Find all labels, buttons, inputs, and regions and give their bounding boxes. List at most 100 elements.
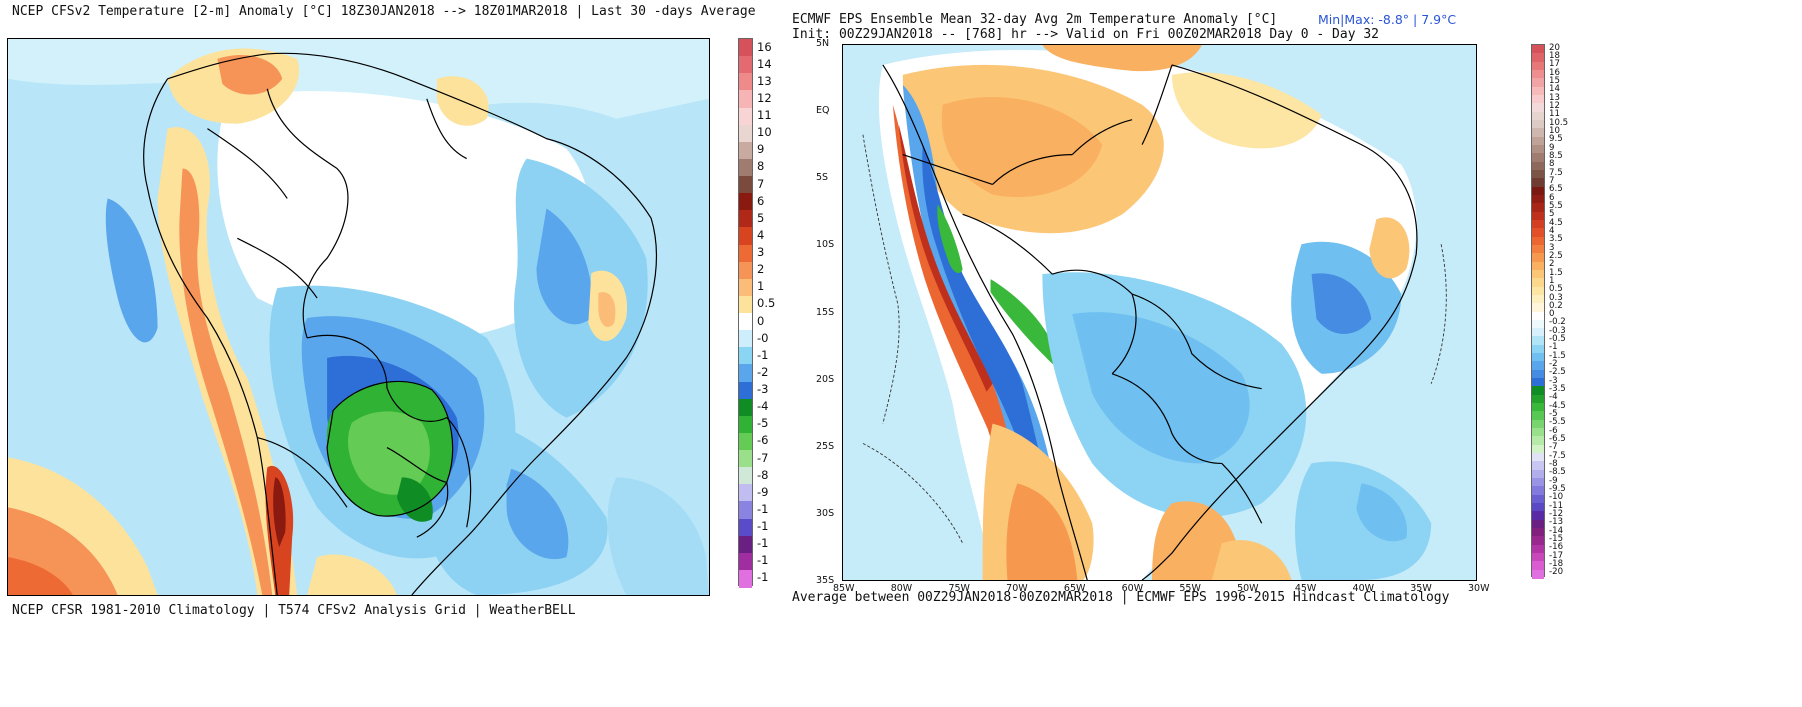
colorbar-swatch bbox=[1532, 311, 1544, 321]
colorbar-label: -17 bbox=[1549, 550, 1564, 561]
colorbar-swatch bbox=[739, 278, 752, 297]
colorbar-swatch bbox=[1532, 428, 1544, 437]
colorbar-swatch bbox=[739, 261, 752, 280]
colorbar-swatch bbox=[1532, 361, 1544, 371]
colorbar-swatch bbox=[739, 141, 752, 160]
colorbar-swatch bbox=[1532, 236, 1544, 246]
colorbar-swatch bbox=[739, 381, 752, 400]
colorbar-swatch bbox=[739, 569, 752, 588]
colorbar-swatch bbox=[739, 73, 752, 91]
colorbar-swatch bbox=[1532, 194, 1544, 204]
colorbar-swatch bbox=[1532, 228, 1544, 238]
colorbar-swatch bbox=[1532, 453, 1544, 462]
colorbar-swatch bbox=[1532, 269, 1544, 279]
colorbar-swatch bbox=[1532, 211, 1544, 221]
colorbar-swatch bbox=[1532, 436, 1544, 446]
colorbar-swatch bbox=[1532, 261, 1544, 271]
colorbar-label: -12 bbox=[1549, 509, 1564, 520]
colorbar-swatch bbox=[1532, 111, 1544, 121]
colorbar-swatch bbox=[1532, 94, 1544, 104]
colorbar-swatch bbox=[1532, 253, 1544, 263]
colorbar-swatch bbox=[1532, 328, 1544, 337]
colorbar-swatch bbox=[1532, 244, 1544, 254]
colorbar-label: -2.5 bbox=[1549, 367, 1566, 378]
colorbar-label: -1 bbox=[757, 519, 769, 534]
colorbar-label: 8 bbox=[757, 159, 765, 174]
colorbar-label: -0.2 bbox=[1549, 317, 1566, 328]
colorbar-swatch bbox=[1532, 136, 1544, 146]
colorbar-label: 3 bbox=[757, 245, 765, 260]
colorbar-swatch bbox=[739, 244, 752, 263]
colorbar-label: 5.5 bbox=[1549, 200, 1563, 211]
colorbar-swatch bbox=[739, 313, 752, 331]
colorbar-swatch bbox=[739, 176, 752, 194]
colorbar-swatch bbox=[739, 432, 752, 451]
longitude-tick-label: 85W bbox=[833, 583, 855, 594]
latitude-tick-label: 10S bbox=[816, 239, 835, 251]
colorbar-swatch bbox=[1532, 486, 1544, 496]
right-anomaly-map bbox=[842, 44, 1477, 581]
colorbar-swatch bbox=[1532, 536, 1544, 546]
colorbar-swatch bbox=[1532, 178, 1544, 188]
colorbar-label: 3.5 bbox=[1549, 234, 1563, 245]
colorbar-swatch bbox=[1532, 394, 1544, 404]
colorbar-label: 13 bbox=[1549, 92, 1560, 103]
colorbar-swatch bbox=[1532, 186, 1544, 196]
colorbar-label: 16 bbox=[1549, 67, 1560, 78]
colorbar-swatch bbox=[739, 535, 752, 554]
longitude-tick-label: 45W bbox=[1294, 583, 1317, 594]
colorbar-swatch bbox=[739, 552, 752, 571]
colorbar-label: -1 bbox=[757, 347, 769, 362]
colorbar-swatch bbox=[739, 193, 752, 211]
colorbar-label: -0.3 bbox=[1549, 325, 1566, 336]
longitude-tick-label: 65W bbox=[1063, 583, 1086, 594]
right-minmax-readout: Min|Max: -8.8° | 7.9°C bbox=[1318, 12, 1457, 27]
colorbar-label: 9 bbox=[757, 142, 765, 157]
colorbar-swatch bbox=[1532, 203, 1544, 213]
colorbar-swatch bbox=[1532, 219, 1544, 229]
colorbar-swatch bbox=[1532, 278, 1544, 288]
colorbar-swatch bbox=[1532, 519, 1544, 529]
colorbar-label: -8 bbox=[1549, 459, 1558, 470]
colorbar-label: 2.5 bbox=[1549, 250, 1563, 261]
colorbar-label: -7 bbox=[1549, 442, 1558, 453]
colorbar-label: -4 bbox=[757, 399, 769, 414]
colorbar-swatch bbox=[739, 107, 752, 126]
colorbar-swatch bbox=[1532, 569, 1544, 579]
colorbar-swatch bbox=[1532, 128, 1544, 138]
colorbar-label: -7.5 bbox=[1549, 450, 1566, 461]
colorbar-swatch bbox=[1532, 53, 1544, 63]
colorbar-label: 13 bbox=[757, 73, 772, 88]
colorbar-swatch bbox=[739, 210, 752, 228]
colorbar-label: 4.5 bbox=[1549, 217, 1563, 228]
colorbar-label: -3 bbox=[1549, 375, 1558, 386]
colorbar-label: -4.5 bbox=[1549, 400, 1566, 411]
colorbar-label: -2 bbox=[757, 364, 769, 379]
colorbar-swatch bbox=[1532, 553, 1544, 562]
colorbar-label: -16 bbox=[1549, 542, 1564, 553]
colorbar-label: -8 bbox=[757, 467, 769, 482]
colorbar-label: 9 bbox=[1549, 142, 1555, 153]
colorbar-swatch bbox=[1532, 69, 1544, 79]
colorbar-swatch bbox=[1532, 119, 1544, 129]
latitude-tick-label: 5N bbox=[816, 38, 830, 49]
colorbar-label: -3 bbox=[757, 382, 769, 397]
colorbar-swatch bbox=[1532, 503, 1544, 512]
colorbar-label: 20 bbox=[1549, 42, 1560, 53]
colorbar-swatch bbox=[1532, 319, 1544, 329]
colorbar-label: 1 bbox=[1549, 275, 1555, 286]
colorbar-label: 10 bbox=[1549, 125, 1560, 136]
colorbar-label: -10 bbox=[1549, 492, 1564, 503]
colorbar-label: -7 bbox=[757, 450, 769, 465]
colorbar-swatch bbox=[1532, 353, 1544, 362]
colorbar-label: 0.2 bbox=[1549, 300, 1563, 311]
colorbar-label: -1 bbox=[757, 553, 769, 568]
colorbar-label: -0.5 bbox=[1549, 334, 1566, 345]
colorbar-label: 12 bbox=[1549, 100, 1560, 111]
colorbar-label: 7 bbox=[757, 176, 765, 191]
colorbar-swatch bbox=[1532, 286, 1544, 296]
left-map-title: NCEP CFSv2 Temperature [2-m] Anomaly [°C… bbox=[12, 4, 756, 19]
colorbar-swatch bbox=[1532, 478, 1544, 487]
colorbar-label: -20 bbox=[1549, 567, 1564, 578]
colorbar-swatch bbox=[1532, 61, 1544, 71]
